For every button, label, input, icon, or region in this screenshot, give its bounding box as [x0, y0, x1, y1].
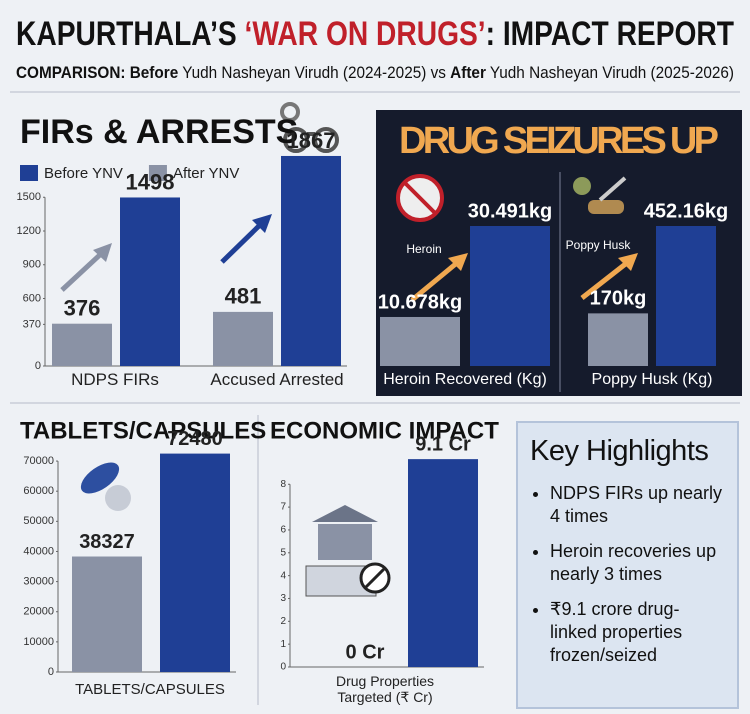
bar [588, 313, 648, 366]
highlight-item: ₹9.1 crore drug-linked properties frozen… [550, 598, 725, 667]
pill-icon [80, 462, 131, 511]
y-tick-label: 4 [280, 570, 286, 581]
x-category-label: Heroin Recovered (Kg) [383, 371, 547, 388]
value-label: 452.16kg [644, 200, 729, 222]
chart-title: TABLETS/CAPSULES [20, 417, 266, 444]
icon-label: Poppy Husk [566, 238, 632, 252]
subtitle-part: COMPARISON: [16, 63, 125, 82]
title-part: ‘WAR ON DRUGS’ [245, 15, 486, 53]
y-tick-label: 40000 [23, 545, 54, 557]
y-tick-label: 1500 [17, 191, 41, 203]
bar [380, 316, 460, 366]
y-tick-label: 3 [280, 593, 286, 604]
y-tick-label: 0 [35, 360, 41, 372]
value-label: 170kg [590, 288, 647, 310]
y-tick-label: 0 [280, 662, 286, 673]
subtitle-part: Yudh Nasheyan Virudh (2025-2026) [486, 63, 734, 82]
value-label: 38327 [79, 531, 135, 553]
bar [281, 155, 341, 366]
y-tick-label: 900 [23, 259, 41, 271]
highlights-title: Key Highlights [530, 435, 709, 467]
x-category-label: Drug Properties Targeted (₹ Cr) [335, 673, 435, 705]
handcuff-icon [280, 102, 339, 153]
icon-label: Heroin [406, 242, 441, 256]
heroin-icon [396, 174, 444, 222]
legend-label: Before YNV [44, 165, 123, 182]
y-tick-label: 1200 [17, 225, 41, 237]
value-label: 0 Cr [346, 641, 385, 663]
y-tick-label: 70000 [23, 455, 54, 467]
x-category-label: TABLETS/CAPSULES [75, 681, 225, 698]
chart-title: ECONOMIC IMPACT [270, 417, 499, 444]
x-category-label: NDPS FIRs [71, 370, 159, 389]
bar [120, 197, 180, 366]
y-tick-label: 1 [280, 639, 286, 650]
value-label: 1867 [287, 128, 336, 153]
subtitle: COMPARISON: Before Yudh Nasheyan Virudh … [16, 63, 734, 82]
highlight-item: NDPS FIRs up nearly 4 times [550, 482, 725, 528]
legend-swatch [20, 165, 38, 181]
bar [656, 226, 716, 366]
bar [408, 459, 478, 667]
y-tick-label: 0 [48, 666, 54, 678]
value-label: 376 [64, 296, 101, 321]
y-tick-label: 50000 [23, 515, 54, 527]
subtitle-part: Before [125, 63, 178, 82]
key-highlights: Key Highlights NDPS FIRs up nearly 4 tim… [516, 421, 739, 709]
value-label: 72480 [167, 428, 223, 450]
y-tick-label: 10000 [23, 636, 54, 648]
page-title: KAPURTHALA’S ‘WAR ON DRUGS’: IMPACT REPO… [16, 15, 734, 53]
chart-title: FIRs & ARRESTS [20, 113, 298, 151]
highlights-list: NDPS FIRs up nearly 4 times Heroin recov… [530, 482, 725, 667]
bar [470, 226, 550, 366]
x-category-label: Accused Arrested [210, 370, 344, 389]
value-label: 10.678kg [378, 291, 463, 313]
title-part: : IMPACT REPORT [486, 15, 735, 53]
value-label: 9.1 Cr [415, 433, 471, 455]
y-tick-label: 7 [280, 502, 286, 513]
legend-label: After YNV [173, 165, 239, 182]
y-tick-label: 60000 [23, 485, 54, 497]
highlight-item: Heroin recoveries up nearly 3 times [550, 540, 725, 586]
value-label: 1498 [126, 169, 175, 194]
y-tick-label: 600 [23, 292, 41, 304]
value-label: 481 [225, 284, 262, 309]
subtitle-part: After [450, 63, 486, 82]
y-tick-label: 8 [280, 479, 286, 490]
bar [52, 323, 112, 366]
bank-icon [305, 505, 391, 597]
title-part: KAPURTHALA’S [16, 15, 245, 53]
y-tick-label: 6 [280, 525, 286, 536]
legend-swatch [148, 165, 167, 181]
y-tick-label: 2 [280, 616, 286, 627]
value-label: 30.491kg [468, 200, 553, 222]
y-tick-label: 20000 [23, 606, 54, 618]
bar [72, 556, 142, 672]
subtitle-part: Yudh Nasheyan Virudh (2024-2025) vs [178, 63, 450, 82]
x-category-label: Poppy Husk (Kg) [591, 371, 713, 388]
chart-title: DRUG SEIZURES UP [399, 120, 719, 162]
bar [160, 453, 230, 672]
y-tick-label: 370 [23, 318, 41, 330]
poppy-icon [573, 176, 627, 214]
y-tick-label: 5 [280, 547, 286, 558]
y-tick-label: 30000 [23, 576, 54, 588]
bar [213, 311, 273, 366]
